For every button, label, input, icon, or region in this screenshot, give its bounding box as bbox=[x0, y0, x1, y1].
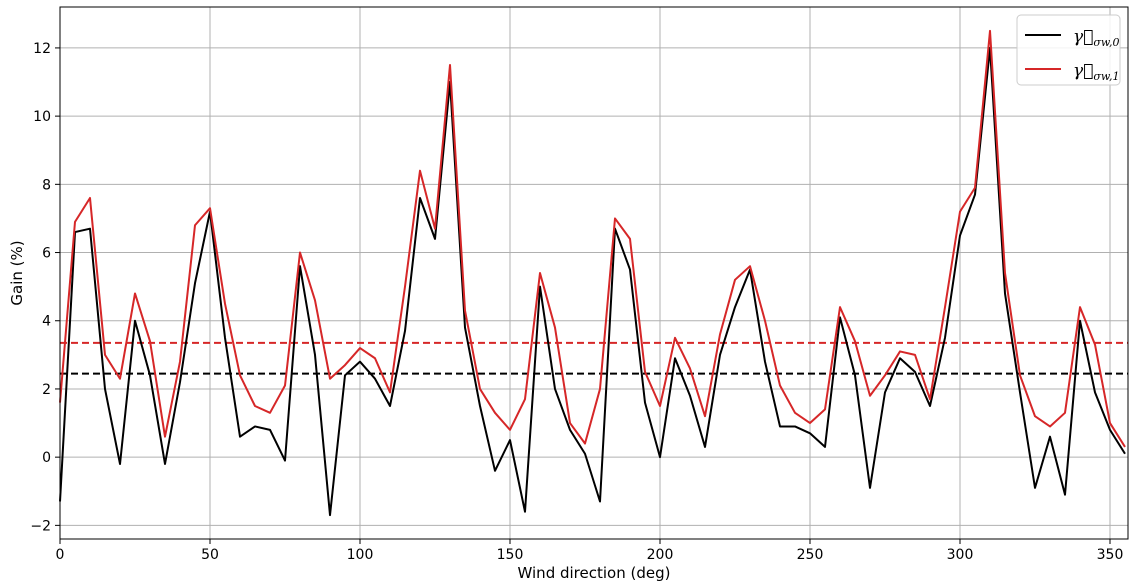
y-tick-label: −2 bbox=[30, 518, 51, 534]
grid bbox=[59, 7, 1128, 539]
x-tick-label: 50 bbox=[201, 547, 219, 563]
y-tick-label: 0 bbox=[42, 450, 51, 466]
x-tick-label: 300 bbox=[947, 547, 974, 563]
x-tick-label: 150 bbox=[497, 547, 524, 563]
series-line-0 bbox=[59, 46, 1126, 517]
y-tick-label: 6 bbox=[42, 246, 51, 262]
mean-reference-lines bbox=[60, 341, 1128, 375]
plot-frame bbox=[59, 6, 1129, 540]
x-axis-ticks: 0 50 100 150 200 250 300 350 bbox=[56, 539, 1124, 563]
y-axis-label: Gain (%) bbox=[8, 240, 26, 305]
y-tick-label: 12 bbox=[33, 41, 51, 57]
x-tick-label: 0 bbox=[56, 547, 65, 563]
y-axis-ticks: −2 0 2 4 6 8 10 12 bbox=[30, 41, 60, 534]
x-tick-label: 200 bbox=[647, 547, 674, 563]
y-tick-label: 4 bbox=[42, 314, 51, 330]
x-tick-label: 250 bbox=[797, 547, 824, 563]
x-tick-label: 350 bbox=[1097, 547, 1124, 563]
y-tick-label: 8 bbox=[42, 177, 51, 193]
x-tick-label: 100 bbox=[347, 547, 374, 563]
x-axis-label: Wind direction (deg) bbox=[518, 564, 671, 582]
series-lines bbox=[59, 29, 1126, 517]
y-tick-label: 2 bbox=[42, 382, 51, 398]
legend-box bbox=[1016, 14, 1121, 86]
legend: γ⃗σw,0γ⃗σw,1 bbox=[1016, 14, 1121, 86]
series-line-1 bbox=[59, 29, 1126, 448]
y-tick-label: 10 bbox=[33, 109, 51, 125]
